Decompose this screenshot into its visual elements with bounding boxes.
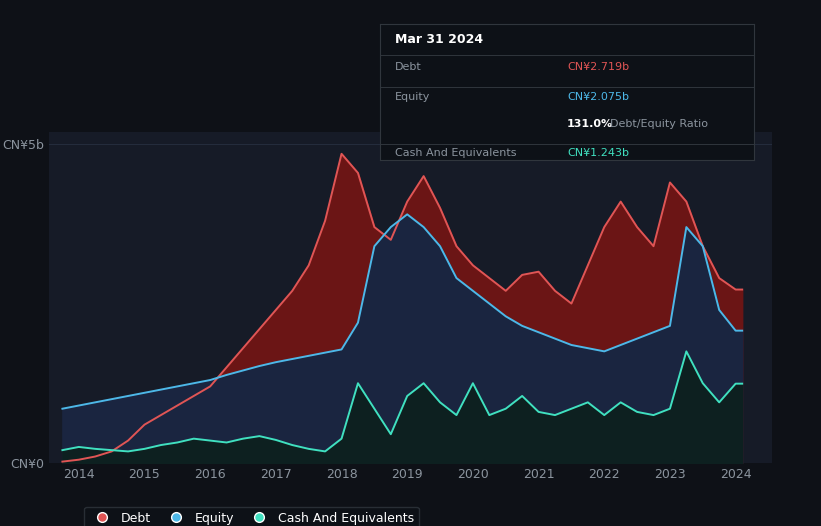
Text: CN¥2.719b: CN¥2.719b: [567, 62, 629, 72]
Text: Debt/Equity Ratio: Debt/Equity Ratio: [610, 119, 708, 129]
Text: CN¥1.243b: CN¥1.243b: [567, 148, 629, 158]
Text: CN¥2.075b: CN¥2.075b: [567, 92, 629, 102]
Text: Debt: Debt: [395, 62, 422, 72]
Text: Mar 31 2024: Mar 31 2024: [395, 33, 484, 46]
Legend: Debt, Equity, Cash And Equivalents: Debt, Equity, Cash And Equivalents: [85, 507, 419, 526]
Text: Equity: Equity: [395, 92, 430, 102]
Text: 131.0%: 131.0%: [567, 119, 613, 129]
Text: Cash And Equivalents: Cash And Equivalents: [395, 148, 516, 158]
